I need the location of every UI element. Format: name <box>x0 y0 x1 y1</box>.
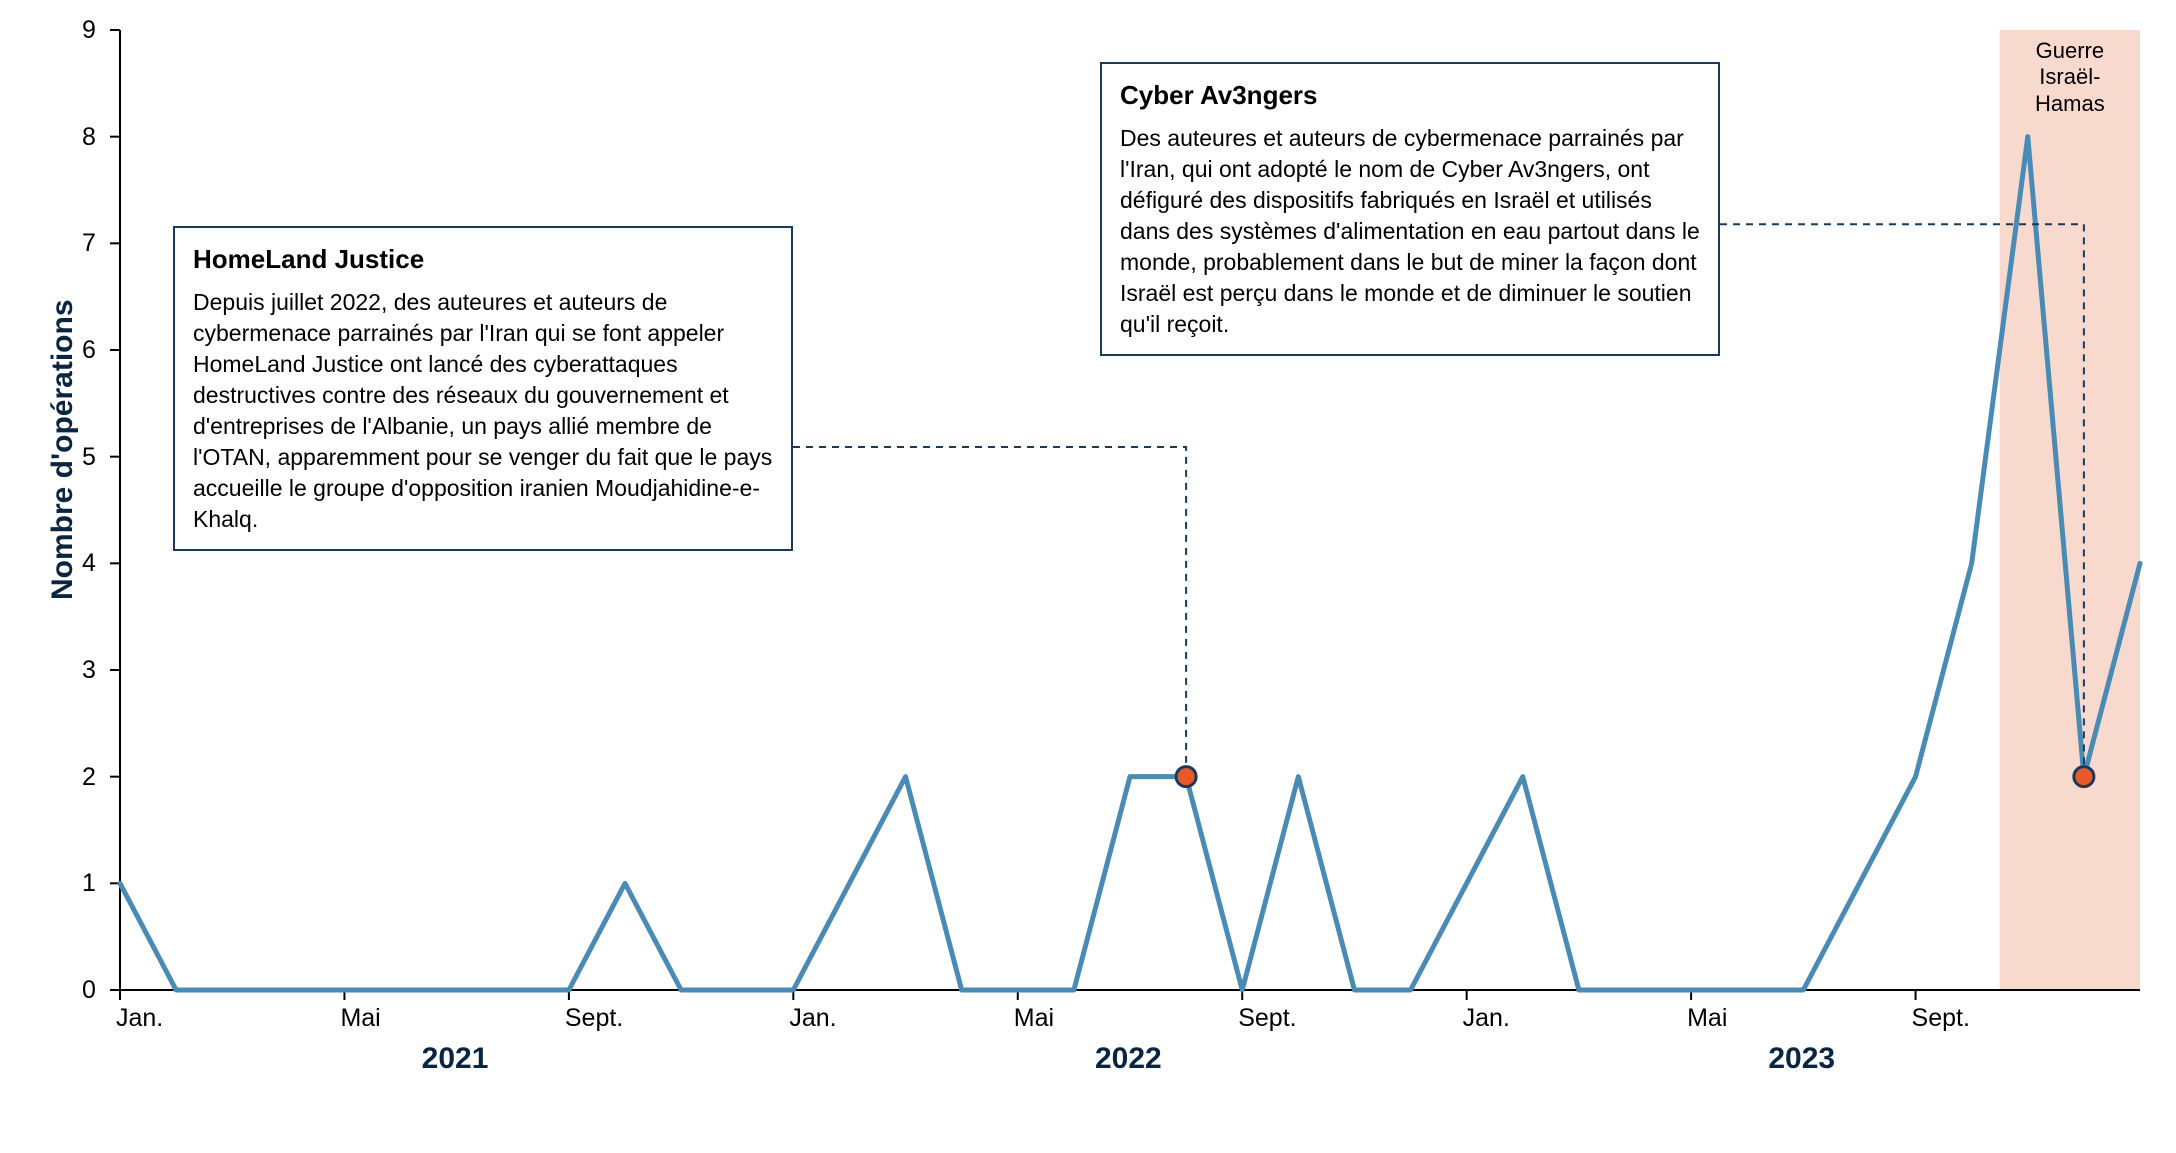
x-tick-label: Mai <box>340 1004 380 1033</box>
x-tick-label: Mai <box>1014 1004 1054 1033</box>
annotation-cyber-av3ngers: Cyber Av3ngers Des auteures et auteurs d… <box>1100 62 1720 356</box>
annotation-homeland-justice: HomeLand Justice Depuis juillet 2022, de… <box>173 226 793 551</box>
annotation-body: Des auteures et auteurs de cybermenace p… <box>1120 123 1700 340</box>
x-tick-label: Sept. <box>565 1004 623 1033</box>
y-axis-label: Nombre d'opérations <box>46 300 80 601</box>
y-tick-label: 4 <box>82 549 96 578</box>
y-tick-label: 2 <box>82 763 96 792</box>
y-tick-label: 1 <box>82 869 96 898</box>
annotation-title: Cyber Av3ngers <box>1120 78 1700 113</box>
x-tick-label: Jan. <box>1463 1004 1510 1033</box>
x-tick-label: Sept. <box>1238 1004 1296 1033</box>
y-tick-label: 3 <box>82 656 96 685</box>
y-tick-label: 5 <box>82 443 96 472</box>
annotation-title: HomeLand Justice <box>193 242 773 277</box>
x-year-label: 2023 <box>1768 1042 1835 1076</box>
highlight-band-label: Guerre Israël-Hamas <box>2005 38 2135 117</box>
x-tick-label: Jan. <box>116 1004 163 1033</box>
y-tick-label: 9 <box>82 16 96 45</box>
chart-svg <box>20 20 2156 1133</box>
y-tick-label: 0 <box>82 976 96 1005</box>
x-year-label: 2021 <box>422 1042 489 1076</box>
line-chart: Nombre d'opérations HomeLand Justice Dep… <box>20 20 2156 1133</box>
x-year-label: 2022 <box>1095 1042 1162 1076</box>
y-tick-label: 8 <box>82 123 96 152</box>
annotation-body: Depuis juillet 2022, des auteures et aut… <box>193 287 773 535</box>
x-tick-label: Sept. <box>1912 1004 1970 1033</box>
x-tick-label: Mai <box>1687 1004 1727 1033</box>
x-tick-label: Jan. <box>789 1004 836 1033</box>
y-tick-label: 6 <box>82 336 96 365</box>
y-tick-label: 7 <box>82 229 96 258</box>
